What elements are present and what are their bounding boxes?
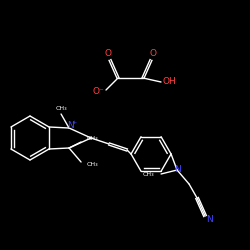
Text: +: + [72,120,77,124]
Text: CH₃: CH₃ [87,136,99,141]
Text: N: N [174,166,180,174]
Text: O: O [104,48,112,58]
Text: N: N [67,122,73,130]
Text: O: O [150,48,156,58]
Text: OH: OH [162,78,176,86]
Text: N: N [206,216,212,224]
Text: CH₃: CH₃ [142,172,154,176]
Text: CH₃: CH₃ [87,162,99,168]
Text: O⁻: O⁻ [92,88,104,96]
Text: CH₃: CH₃ [55,106,67,110]
